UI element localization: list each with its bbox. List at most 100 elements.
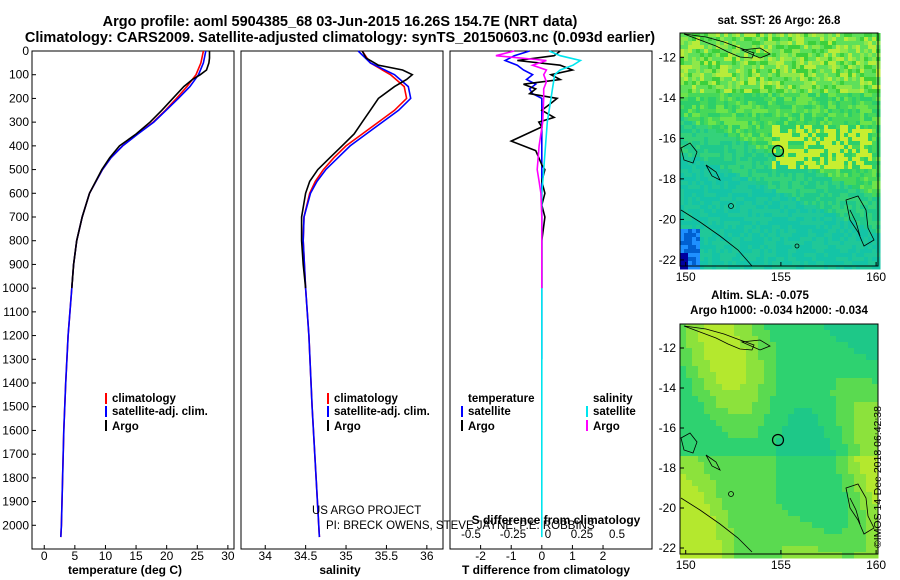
sst-cell bbox=[684, 41, 689, 46]
sst-cell bbox=[844, 141, 849, 146]
sst-cell bbox=[868, 193, 873, 198]
sst-cell bbox=[824, 249, 829, 254]
sla-cell bbox=[680, 528, 687, 535]
sst-cell bbox=[692, 93, 697, 98]
sst-cell bbox=[820, 105, 825, 110]
sla-cell bbox=[872, 432, 879, 439]
sst-cell bbox=[800, 97, 805, 102]
sst-cell bbox=[692, 125, 697, 130]
sla-cell bbox=[854, 342, 861, 349]
sla-cell bbox=[866, 444, 873, 451]
sla-cell bbox=[746, 378, 753, 385]
sst-cell bbox=[768, 149, 773, 154]
sst-cell bbox=[752, 157, 757, 162]
sst-cell bbox=[776, 49, 781, 54]
sst-cell bbox=[724, 137, 729, 142]
sst-cell bbox=[764, 237, 769, 242]
sst-cell bbox=[848, 173, 853, 178]
sst-cell bbox=[800, 161, 805, 166]
sst-cell bbox=[740, 125, 745, 130]
sst-cell bbox=[860, 97, 865, 102]
sla-cell bbox=[824, 510, 831, 517]
sst-cell bbox=[844, 129, 849, 134]
sla-cell bbox=[746, 432, 753, 439]
sst-cell bbox=[716, 93, 721, 98]
sst-cell bbox=[836, 169, 841, 174]
sst-cell bbox=[780, 121, 785, 126]
sst-cell bbox=[692, 153, 697, 158]
sla-cell bbox=[800, 474, 807, 481]
sla-cell bbox=[764, 348, 771, 355]
sst-cell bbox=[856, 97, 861, 102]
sla-cell bbox=[836, 378, 843, 385]
sst-cell bbox=[688, 121, 693, 126]
sst-cell bbox=[700, 229, 705, 234]
depth-tick-label: 1700 bbox=[2, 447, 29, 461]
sst-cell bbox=[688, 61, 693, 66]
sst-cell bbox=[788, 253, 793, 258]
sla-cell bbox=[770, 480, 777, 487]
sla-cell bbox=[692, 372, 699, 379]
sst-cell bbox=[800, 121, 805, 126]
sla-cell bbox=[704, 366, 711, 373]
x-tick-label: 0 bbox=[41, 549, 48, 563]
sst-cell bbox=[700, 45, 705, 50]
sla-cell bbox=[824, 492, 831, 499]
sst-cell bbox=[868, 189, 873, 194]
sla-cell bbox=[776, 456, 783, 463]
sla-cell bbox=[836, 402, 843, 409]
sst-cell bbox=[832, 101, 837, 106]
sla-cell bbox=[800, 468, 807, 475]
sla-cell bbox=[716, 348, 723, 355]
sst-cell bbox=[852, 125, 857, 130]
sst-cell bbox=[716, 181, 721, 186]
sst-cell bbox=[872, 189, 877, 194]
sst-cell bbox=[692, 61, 697, 66]
sla-cell bbox=[788, 342, 795, 349]
sst-cell bbox=[708, 257, 713, 262]
sla-cell bbox=[830, 486, 837, 493]
sst-cell bbox=[800, 77, 805, 82]
sla-cell bbox=[788, 528, 795, 535]
sst-cell bbox=[764, 101, 769, 106]
sla-cell bbox=[830, 354, 837, 361]
sla-cell bbox=[704, 486, 711, 493]
sst-cell bbox=[684, 137, 689, 142]
sst-cell bbox=[812, 41, 817, 46]
sst-cell bbox=[768, 77, 773, 82]
sst-cell bbox=[808, 245, 813, 250]
sst-cell bbox=[872, 213, 877, 218]
sst-cell bbox=[820, 237, 825, 242]
sst-cell bbox=[784, 145, 789, 150]
temperature-legend: climatology satellite-adj. clim. Argo bbox=[105, 393, 208, 433]
sst-cell bbox=[820, 57, 825, 62]
sst-cell bbox=[716, 37, 721, 42]
sst-cell bbox=[684, 145, 689, 150]
sla-cell bbox=[752, 474, 759, 481]
sst-cell bbox=[824, 165, 829, 170]
sst-cell bbox=[724, 197, 729, 202]
sst-cell bbox=[720, 57, 725, 62]
sst-cell bbox=[856, 177, 861, 182]
sst-cell bbox=[796, 129, 801, 134]
sla-cell bbox=[842, 450, 849, 457]
sst-cell bbox=[836, 201, 841, 206]
sst-cell bbox=[716, 109, 721, 114]
sst-cell bbox=[720, 33, 725, 38]
sst-cell bbox=[852, 245, 857, 250]
sst-cell bbox=[704, 33, 709, 38]
sst-cell bbox=[796, 189, 801, 194]
sst-cell bbox=[680, 101, 685, 106]
sst-cell bbox=[820, 149, 825, 154]
sst-cell bbox=[744, 89, 749, 94]
sla-cell bbox=[680, 360, 687, 367]
sst-cell bbox=[680, 105, 685, 110]
sst-cell bbox=[680, 41, 685, 46]
sst-cell bbox=[852, 145, 857, 150]
sla-cell bbox=[800, 534, 807, 541]
sla-cell bbox=[860, 360, 867, 367]
sst-cell bbox=[824, 113, 829, 118]
sla-cell bbox=[722, 462, 729, 469]
sla-cell bbox=[758, 444, 765, 451]
sla-cell bbox=[872, 354, 879, 361]
